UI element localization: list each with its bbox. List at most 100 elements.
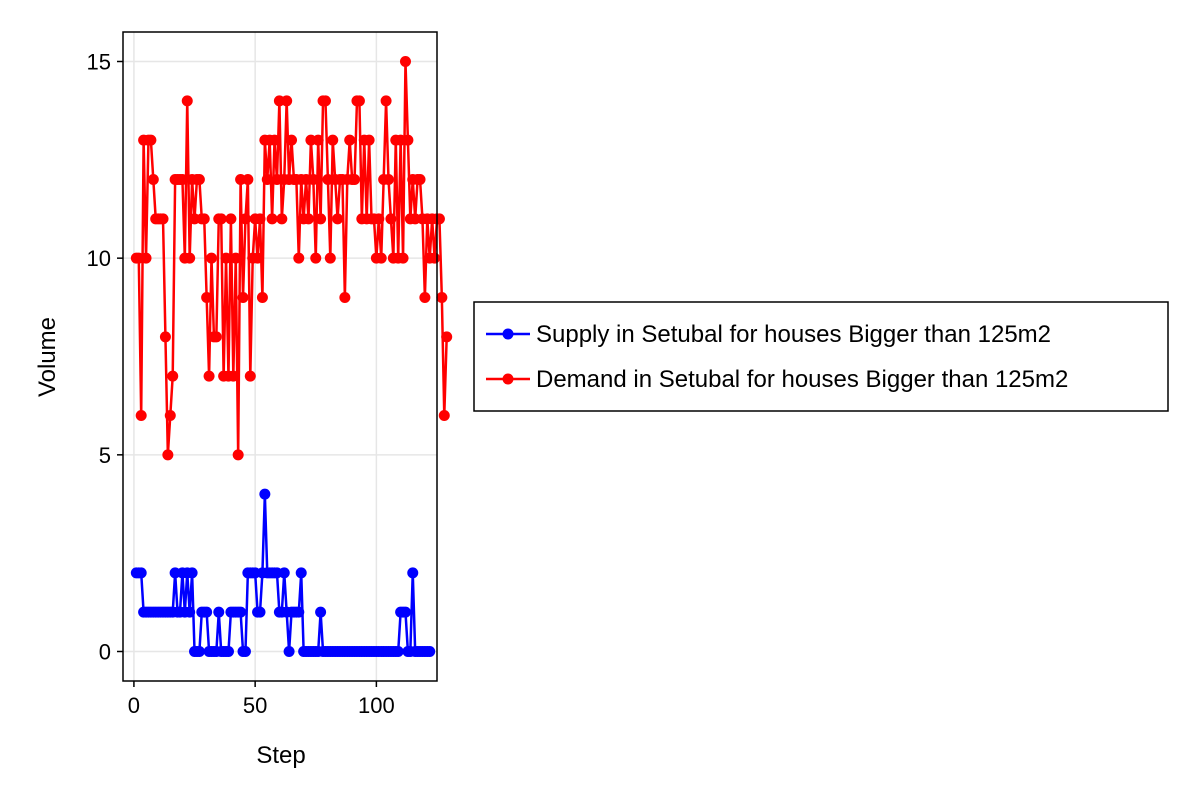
legend-box	[473, 301, 1169, 412]
data-point	[237, 292, 249, 303]
data-point	[210, 331, 222, 343]
data-point	[407, 567, 419, 579]
data-point	[414, 174, 426, 185]
data-point	[307, 174, 319, 185]
data-point	[164, 410, 176, 421]
data-point	[227, 370, 239, 382]
data-point	[254, 606, 266, 618]
data-point	[135, 410, 147, 421]
data-point	[184, 606, 196, 618]
data-point	[215, 213, 227, 225]
legend: Supply in Setubal for houses Bigger than…	[473, 301, 1169, 412]
data-point	[220, 252, 232, 264]
data-point	[278, 567, 290, 579]
data-point	[222, 646, 234, 657]
data-point	[315, 213, 327, 225]
x-tick-label: 100	[358, 693, 395, 718]
data-point	[176, 174, 188, 185]
data-point	[167, 370, 179, 382]
series-supply	[130, 488, 436, 657]
data-point	[344, 134, 356, 146]
data-point	[441, 331, 453, 343]
data-point	[281, 95, 293, 107]
data-point	[261, 174, 273, 185]
data-point	[225, 213, 237, 225]
plot-series	[130, 56, 453, 657]
data-point	[235, 606, 247, 618]
data-point	[283, 646, 295, 657]
data-point	[201, 292, 213, 303]
data-point	[232, 449, 244, 461]
data-point	[145, 134, 157, 146]
data-point	[213, 606, 225, 618]
data-point	[276, 213, 288, 225]
data-point	[349, 174, 361, 185]
data-point	[319, 95, 331, 107]
data-point	[385, 213, 397, 225]
data-point	[375, 252, 387, 264]
data-point	[383, 174, 395, 185]
data-point	[252, 252, 264, 264]
data-point	[140, 252, 152, 264]
data-point	[201, 606, 213, 618]
legend-swatch-marker	[502, 373, 514, 385]
data-point	[433, 213, 445, 225]
data-point	[193, 174, 205, 185]
data-point	[256, 292, 268, 303]
axis-ticks: 0 50 100 0 5 10 15	[87, 50, 395, 719]
data-point	[239, 646, 251, 657]
x-axis-title: Step	[256, 742, 305, 769]
data-point	[327, 134, 339, 146]
data-point	[373, 213, 385, 225]
data-point	[339, 292, 351, 303]
data-point	[254, 213, 266, 225]
data-point	[397, 252, 409, 264]
x-tick-label: 0	[128, 693, 140, 718]
data-point	[324, 252, 336, 264]
data-point	[162, 449, 174, 461]
legend-swatch-marker	[502, 328, 514, 340]
data-point	[380, 95, 392, 107]
data-point	[206, 252, 217, 264]
data-point	[424, 646, 436, 657]
data-point	[239, 213, 251, 225]
data-point	[135, 567, 147, 579]
data-point	[399, 56, 411, 67]
data-point	[353, 95, 365, 107]
data-point	[315, 606, 327, 618]
y-tick-label: 15	[87, 50, 111, 75]
x-tick-label: 50	[243, 693, 267, 718]
data-point	[259, 488, 271, 500]
data-point	[392, 646, 404, 657]
data-point	[438, 410, 450, 421]
data-point	[181, 95, 193, 107]
legend-label: Demand in Setubal for houses Bigger than…	[536, 366, 1068, 393]
data-point	[159, 331, 171, 343]
series-demand	[130, 56, 453, 461]
y-tick-label: 0	[99, 640, 111, 665]
data-point	[193, 646, 205, 657]
plot-frame	[122, 31, 438, 682]
y-tick-label: 5	[99, 443, 111, 468]
legend-label: Supply in Setubal for houses Bigger than…	[536, 321, 1051, 348]
data-point	[419, 292, 431, 303]
data-point	[230, 252, 242, 264]
data-point	[184, 252, 196, 264]
y-axis-title: Volume	[34, 317, 61, 397]
data-point	[332, 213, 344, 225]
data-point	[436, 292, 448, 303]
data-point	[286, 134, 298, 146]
data-point	[312, 134, 324, 146]
data-point	[242, 174, 254, 185]
data-point	[429, 252, 441, 264]
data-point	[399, 606, 411, 618]
data-point	[147, 174, 159, 185]
data-point	[295, 567, 307, 579]
data-point	[402, 134, 414, 146]
data-point	[266, 213, 278, 225]
data-point	[157, 213, 169, 225]
data-point	[186, 567, 198, 579]
data-point	[244, 370, 256, 382]
